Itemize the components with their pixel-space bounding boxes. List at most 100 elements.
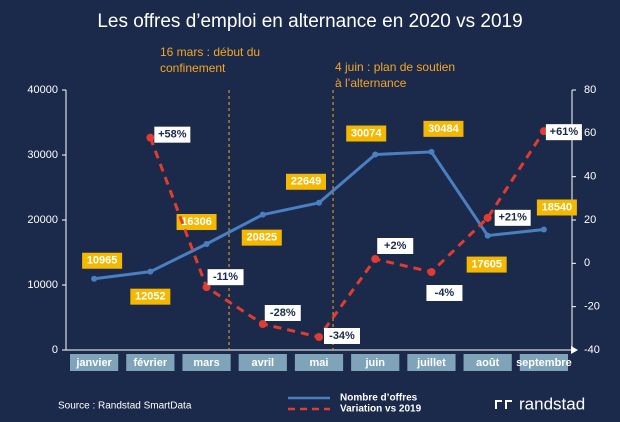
category-box — [238, 354, 287, 371]
category-box — [351, 354, 400, 371]
data-label-box — [536, 199, 577, 216]
point — [371, 255, 380, 263]
data-label-box — [426, 285, 463, 301]
point — [258, 320, 267, 328]
point — [483, 213, 492, 222]
data-label-box — [286, 173, 326, 190]
x-tick-label: juillet — [416, 357, 446, 369]
y-tick-label: 0 — [52, 344, 58, 356]
point — [147, 268, 154, 275]
data-label: +2% — [384, 240, 407, 252]
x-tick-label: janvier — [75, 357, 112, 369]
data-label-group: +21% — [494, 209, 531, 226]
data-label-box — [423, 120, 464, 137]
x-tick-label: février — [134, 357, 168, 369]
annotation-text: à l’alternance — [335, 76, 407, 90]
x-tick-label: juin — [364, 357, 385, 369]
point — [428, 148, 435, 155]
data-label-box — [494, 209, 531, 226]
data-label-box — [154, 126, 191, 143]
data-label-box — [176, 214, 217, 231]
data-label: 17605 — [471, 258, 502, 270]
y-tick-label: 30000 — [27, 149, 58, 161]
data-label-group: +58% — [154, 126, 191, 143]
y-tick-label: 40000 — [27, 84, 58, 96]
point — [484, 232, 491, 239]
data-label: +61% — [550, 126, 579, 138]
data-label-group: 16306 — [176, 214, 217, 231]
logo-mark — [495, 400, 512, 409]
y2-tick-label: 0 — [584, 257, 590, 269]
data-label: -11% — [213, 271, 238, 283]
data-label-group: -11% — [207, 269, 244, 286]
data-label-group: -4% — [426, 285, 463, 301]
category-box — [126, 354, 175, 371]
data-label: 10965 — [87, 255, 118, 267]
data-label-group: 30074 — [346, 125, 387, 142]
annotation-text: 16 mars : début du — [160, 45, 260, 59]
logo-icon — [495, 400, 512, 409]
category-box — [294, 354, 344, 371]
point — [259, 211, 266, 218]
y2-tick-label: 40 — [584, 171, 596, 183]
point — [540, 226, 547, 233]
data-label-group: 10965 — [82, 252, 123, 269]
y2-tick-label: 60 — [584, 127, 596, 139]
data-label: +21% — [498, 212, 527, 224]
category-box — [182, 354, 231, 371]
point — [203, 241, 210, 248]
point — [427, 268, 436, 276]
chart-title: Les offres d’emploi en alternance en 202… — [97, 11, 522, 32]
data-label: 12052 — [135, 291, 166, 303]
y2-tick-label: 20 — [584, 214, 596, 226]
series-line — [148, 130, 546, 339]
data-label-group: 18540 — [536, 199, 577, 216]
data-label: -34% — [329, 330, 355, 342]
point — [146, 133, 155, 142]
data-label: +58% — [158, 129, 187, 141]
point — [372, 151, 379, 158]
data-label-box — [324, 328, 360, 344]
data-label-group: 12052 — [130, 288, 171, 305]
data-label-box — [346, 125, 387, 142]
x-tick-label: avril — [251, 357, 274, 369]
data-label-group: -28% — [264, 305, 301, 321]
y-tick-label: 20000 — [27, 214, 58, 226]
point — [91, 275, 98, 282]
logo: randstad — [519, 394, 585, 413]
category-box — [70, 354, 119, 371]
data-label-box — [130, 288, 171, 305]
data-label: 30484 — [428, 123, 459, 135]
annotation-text: 4 juin : plan de soutien — [335, 60, 455, 74]
x-tick-label: mai — [310, 357, 329, 369]
point — [315, 333, 323, 341]
source: Source : Randstad SmartData — [58, 401, 192, 412]
data-label: 22649 — [291, 176, 322, 188]
data-label-group: +2% — [377, 238, 414, 254]
data-label-group: -34% — [324, 328, 360, 344]
data-label-box — [207, 269, 244, 286]
data-label: 18540 — [542, 201, 573, 213]
x-tick-label: septembre — [516, 357, 572, 369]
category-box — [407, 354, 456, 371]
data-label-group: 20825 — [241, 229, 282, 246]
data-label: -28% — [270, 307, 296, 319]
point — [316, 199, 322, 206]
category-box — [519, 354, 568, 371]
legend-label: Variation vs 2019 — [340, 404, 422, 415]
data-label-group: +61% — [545, 124, 582, 141]
data-label-group: 30484 — [423, 120, 464, 137]
y2-tick-label: 80 — [584, 84, 596, 96]
data-label-box — [545, 124, 582, 141]
data-label-group: 17605 — [466, 256, 507, 273]
data-label: -4% — [435, 287, 455, 299]
data-label-box — [82, 252, 123, 269]
data-label-box — [466, 256, 507, 273]
data-label-group: 22649 — [286, 173, 326, 190]
x-tick-label: mars — [193, 357, 219, 369]
data-label-box — [241, 229, 282, 246]
data-label-box — [377, 238, 414, 254]
y2-tick-label: -20 — [584, 301, 600, 313]
